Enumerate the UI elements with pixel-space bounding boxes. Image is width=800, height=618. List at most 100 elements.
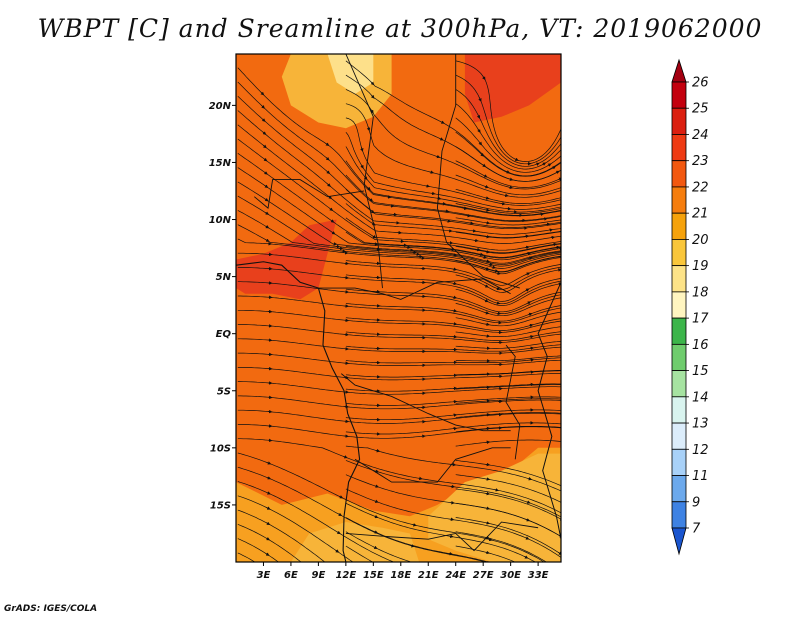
colorbar-label: 19 xyxy=(692,259,709,274)
streamline-arrow xyxy=(494,488,500,492)
streamline-31 xyxy=(237,409,561,424)
streamline-arrow xyxy=(360,146,364,152)
streamline-arrow xyxy=(485,250,491,254)
streamline-arrow xyxy=(366,126,371,132)
map-axes: 20N 15N 10N 5N EQ 5S 10S 15S 3E 6E 9E 12E 15E 18E 21E 2… xyxy=(209,101,549,581)
streamline-arrow xyxy=(264,197,269,202)
colorbar-segment xyxy=(671,186,687,214)
streamline-arrow xyxy=(535,162,540,166)
lon-tick-label: 12E xyxy=(335,570,356,581)
streamline-arrow xyxy=(370,109,374,114)
shade-southwest-cool-21 xyxy=(290,522,420,562)
streamline-70 xyxy=(237,224,561,272)
colorbar-label: 15 xyxy=(692,364,709,379)
streamline-arrow xyxy=(529,334,534,339)
streamline-arrow xyxy=(491,265,497,269)
streamline-arrow xyxy=(435,154,441,159)
colorbar-segment xyxy=(671,265,687,293)
streamline-67 xyxy=(237,238,561,275)
streamline-arrow xyxy=(429,170,435,174)
shade-north-cool-19-20 xyxy=(327,54,374,94)
streamline-37 xyxy=(237,381,561,395)
colorbar-segment xyxy=(671,475,687,503)
streamline-arrow xyxy=(369,198,374,202)
streamline-arrow xyxy=(264,184,269,189)
colorbar-segment xyxy=(671,317,687,345)
streamline-46 xyxy=(237,338,561,354)
streamline-88 xyxy=(237,138,561,254)
streamline-arrow xyxy=(478,97,482,102)
streamline-arrow xyxy=(477,128,481,133)
streamline-76 xyxy=(237,195,561,267)
streamline-arrow xyxy=(561,197,564,198)
streamline-arrow xyxy=(482,255,488,259)
streamline-arrow xyxy=(528,256,533,260)
streamline-arrow xyxy=(525,536,530,540)
streamline-arrow xyxy=(527,477,533,481)
colorbar-label: 23 xyxy=(692,154,709,169)
streamline-15 xyxy=(455,488,561,520)
colorbar-label: 13 xyxy=(692,417,709,432)
country-border-4 xyxy=(340,373,511,432)
streamline-51 xyxy=(455,311,561,327)
streamline-arrow xyxy=(484,284,489,288)
streamline-30 xyxy=(455,412,561,418)
streamline-arrow xyxy=(335,549,340,553)
streamline-77 xyxy=(345,189,561,230)
streamline-98 xyxy=(345,89,561,190)
shade-west-warm-23-24 xyxy=(236,219,337,300)
lat-tick-label: 5N xyxy=(216,272,232,283)
streamline-8 xyxy=(345,517,490,562)
streamline-arrow xyxy=(370,81,375,86)
streamline-arrow xyxy=(265,552,270,556)
streamline-arrow xyxy=(525,272,531,276)
colorbar-label: 22 xyxy=(692,180,709,195)
streamline-arrow xyxy=(331,231,336,235)
streamline-95 xyxy=(345,103,561,198)
shade-southeast-cool-21 xyxy=(428,453,561,562)
colorbar-label: 24 xyxy=(692,128,709,143)
lon-tick-label: 15E xyxy=(363,570,384,581)
streamline-arrow xyxy=(367,186,371,191)
lon-tick-label: 30E xyxy=(500,570,521,581)
streamline-arrow xyxy=(452,309,458,313)
lon-tick-label: 3E xyxy=(257,570,271,581)
colorbar-label: 20 xyxy=(692,233,709,248)
streamline-75 xyxy=(455,203,561,214)
colorbar-top-arrow xyxy=(671,58,687,83)
streamline-arrow xyxy=(330,219,335,223)
streamline-arrow xyxy=(374,499,379,503)
streamline-arrow xyxy=(266,506,271,510)
lon-tick-label: 24E xyxy=(445,570,466,581)
lat-tick-label: 10S xyxy=(210,443,231,454)
streamline-61 xyxy=(237,267,561,305)
map-frame xyxy=(235,53,562,563)
streamline-arrow xyxy=(373,545,378,549)
streamline-arrow xyxy=(408,568,411,569)
country-border-1 xyxy=(345,54,383,289)
streamline-62 xyxy=(345,260,561,286)
lat-tick-label: 15N xyxy=(209,158,232,169)
streamline-5 xyxy=(345,531,413,562)
lat-tick-label: EQ xyxy=(216,329,232,340)
streamline-arrow xyxy=(370,94,375,99)
streamline-arrow xyxy=(485,322,490,327)
streamline-69 xyxy=(455,231,561,239)
streamline-arrow xyxy=(480,153,485,157)
lat-tick-label: 5S xyxy=(217,386,231,397)
streamline-arrow xyxy=(524,555,529,559)
streamline-45 xyxy=(455,340,561,349)
lon-tick-label: 6E xyxy=(284,570,298,581)
streamline-83 xyxy=(345,160,561,216)
streamline-arrow xyxy=(463,206,468,211)
streamline-arrow xyxy=(495,301,501,305)
colorbar-segment xyxy=(671,448,687,476)
streamline-arrow xyxy=(266,521,271,525)
streamline-22 xyxy=(237,452,545,562)
streamline-73 xyxy=(237,210,561,269)
streamline-19 xyxy=(237,466,487,562)
lon-tick-label: 9E xyxy=(311,570,325,581)
country-border-2 xyxy=(436,54,520,289)
streamline-arrow xyxy=(372,234,377,239)
streamline-arrow xyxy=(410,544,415,548)
